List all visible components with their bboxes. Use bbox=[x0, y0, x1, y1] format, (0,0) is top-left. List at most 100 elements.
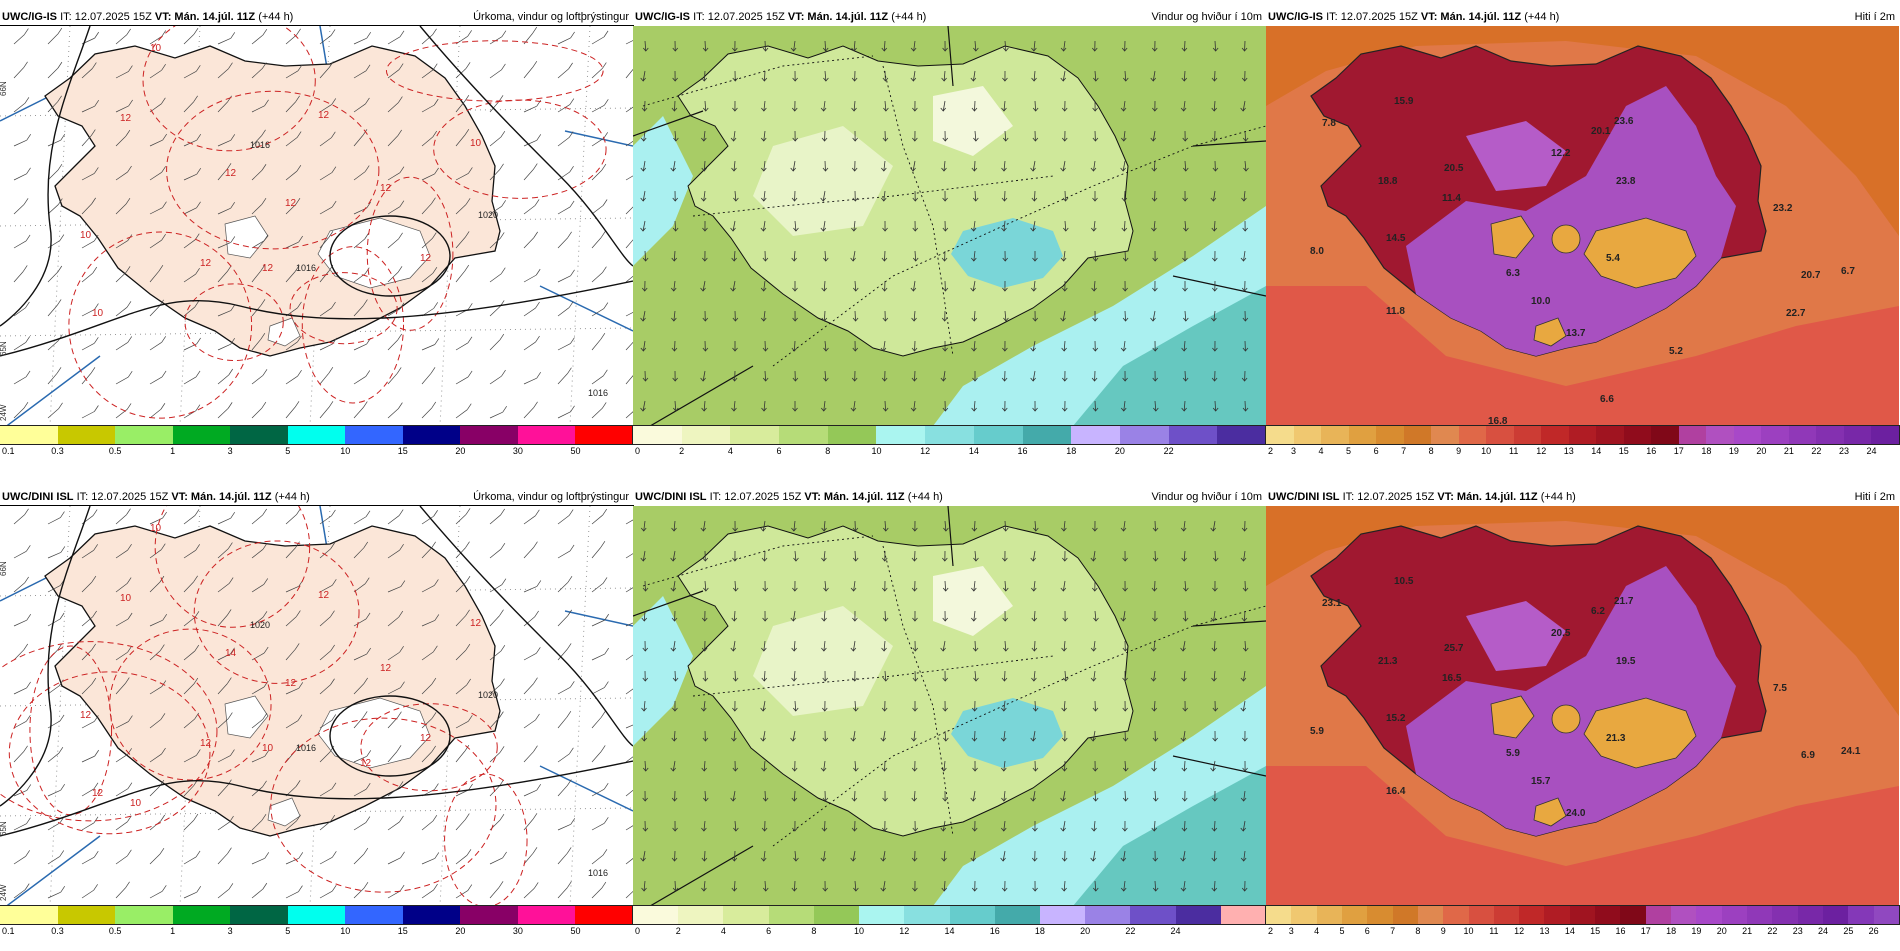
legend-swatch bbox=[575, 426, 633, 444]
legend-swatch bbox=[1221, 906, 1266, 924]
panel-header: UWC/DINI ISL IT: 12.07.2025 15Z VT: Mán.… bbox=[1266, 489, 1899, 506]
precip-contour-label: 12 bbox=[380, 183, 392, 194]
legend-swatch bbox=[1130, 906, 1175, 924]
legend-swatch bbox=[1734, 426, 1762, 444]
legend-tick-label: 0.1 bbox=[2, 446, 15, 456]
temperature-value: 5.9 bbox=[1310, 726, 1324, 737]
legend-tick-label: 22 bbox=[1164, 446, 1174, 456]
legend-tick-label: 15 bbox=[398, 446, 408, 456]
map-area[interactable] bbox=[633, 26, 1266, 426]
legend-swatch bbox=[678, 906, 723, 924]
legend-tick-label: 19 bbox=[1691, 926, 1701, 936]
init-time: IT: 12.07.2025 15Z bbox=[693, 11, 785, 23]
legend-tick-label: 50 bbox=[570, 926, 580, 936]
isobar-label: 1016 bbox=[296, 263, 316, 273]
legend-swatch bbox=[682, 426, 731, 444]
legend-tick-label: 5 bbox=[285, 926, 290, 936]
temperature-value: 23.6 bbox=[1614, 116, 1634, 127]
legend-tick-label: 2 bbox=[679, 446, 684, 456]
temperature-value: 16.8 bbox=[1488, 416, 1508, 426]
legend-tick-label: 12 bbox=[1536, 446, 1546, 456]
legend-tick-label: 3 bbox=[1289, 926, 1294, 936]
legend-swatch bbox=[1486, 426, 1514, 444]
legend-tick-label: 18 bbox=[1701, 446, 1711, 456]
temperature-value: 23.2 bbox=[1773, 203, 1793, 214]
precip-contour-label: 10 bbox=[470, 138, 482, 149]
legend-swatch bbox=[1789, 426, 1817, 444]
legend-swatch bbox=[1514, 426, 1542, 444]
legend-tick-label: 1 bbox=[170, 446, 175, 456]
legend-tick-label: 18 bbox=[1666, 926, 1676, 936]
legend-tick-label: 6 bbox=[1365, 926, 1370, 936]
legend-swatch bbox=[730, 426, 779, 444]
temperature-value: 6.6 bbox=[1600, 394, 1614, 405]
forecast-panel-wind: UWC/IG-IS IT: 12.07.2025 15Z VT: Mán. 14… bbox=[633, 9, 1266, 471]
legend-tick-label: 4 bbox=[721, 926, 726, 936]
temperature-value: 15.2 bbox=[1386, 713, 1406, 724]
legend-swatch bbox=[345, 906, 403, 924]
model-name: UWC/DINI ISL bbox=[1268, 491, 1340, 503]
temperature-value: 10.0 bbox=[1531, 296, 1551, 307]
panel-header: UWC/DINI ISL IT: 12.07.2025 15Z VT: Mán.… bbox=[0, 489, 633, 506]
legend-tick-label: 14 bbox=[969, 446, 979, 456]
legend-swatch bbox=[115, 426, 173, 444]
legend-tick-label: 24 bbox=[1171, 926, 1181, 936]
legend-tick-label: 10 bbox=[871, 446, 881, 456]
legend-swatch bbox=[1519, 906, 1544, 924]
isobar-label: 1020 bbox=[250, 620, 270, 630]
legend-tick-label: 2 bbox=[1268, 446, 1273, 456]
color-legend-bar bbox=[1266, 906, 1899, 924]
legend-tick-label: 14 bbox=[1565, 926, 1575, 936]
legend-swatch bbox=[518, 426, 576, 444]
temperature-value: 20.1 bbox=[1591, 126, 1611, 137]
temperature-value: 16.4 bbox=[1386, 786, 1406, 797]
precip-contour-label: 10 bbox=[150, 523, 162, 534]
map-area[interactable] bbox=[633, 506, 1266, 906]
legend-tick-label: 12 bbox=[920, 446, 930, 456]
temperature-value: 24.0 bbox=[1566, 808, 1586, 819]
precip-contour-label: 12 bbox=[262, 263, 274, 274]
legend-tick-label: 16 bbox=[1615, 926, 1625, 936]
legend-tick-label: 20 bbox=[1080, 926, 1090, 936]
legend-tick-label: 0.3 bbox=[51, 446, 64, 456]
legend-swatch bbox=[288, 906, 346, 924]
precip-contour-label: 12 bbox=[380, 663, 392, 674]
precip-contour-label: 12 bbox=[120, 113, 132, 124]
legend-tick-label: 10 bbox=[1464, 926, 1474, 936]
valid-time: VT: Mán. 14.júl. 11Z bbox=[1421, 11, 1521, 23]
legend-swatch bbox=[575, 906, 633, 924]
legend-swatch bbox=[460, 426, 518, 444]
legend-swatch bbox=[1342, 906, 1367, 924]
legend-tick-label: 6 bbox=[1374, 446, 1379, 456]
lead-time: (+44 h) bbox=[1541, 491, 1576, 503]
temperature-value: 19.5 bbox=[1616, 656, 1636, 667]
precip-contour-label: 10 bbox=[130, 798, 142, 809]
legend-tick-label: 22 bbox=[1767, 926, 1777, 936]
precip-contour-label: 12 bbox=[285, 198, 297, 209]
forecast-panel-temp: UWC/DINI ISL IT: 12.07.2025 15Z VT: Mán.… bbox=[1266, 489, 1899, 951]
panel-title: Hiti í 2m bbox=[1855, 489, 1895, 506]
temperature-value: 14.5 bbox=[1386, 233, 1406, 244]
precip-contour-label: 12 bbox=[470, 618, 482, 629]
temperature-value: 25.7 bbox=[1444, 643, 1464, 654]
legend-swatch bbox=[1367, 906, 1392, 924]
temperature-value: 6.3 bbox=[1506, 268, 1520, 279]
precip-contour-label: 12 bbox=[420, 253, 432, 264]
coordinate-label: 66N bbox=[0, 81, 8, 96]
precip-contour-label: 10 bbox=[92, 308, 104, 319]
legend-swatch bbox=[1706, 426, 1734, 444]
init-time: IT: 12.07.2025 15Z bbox=[710, 491, 802, 503]
legend-swatch bbox=[779, 426, 828, 444]
legend-tick-label: 21 bbox=[1784, 446, 1794, 456]
forecast-panel-wind: UWC/DINI ISL IT: 12.07.2025 15Z VT: Mán.… bbox=[633, 489, 1266, 951]
legend-tick-label: 13 bbox=[1564, 446, 1574, 456]
temperature-value: 24.1 bbox=[1841, 746, 1861, 757]
